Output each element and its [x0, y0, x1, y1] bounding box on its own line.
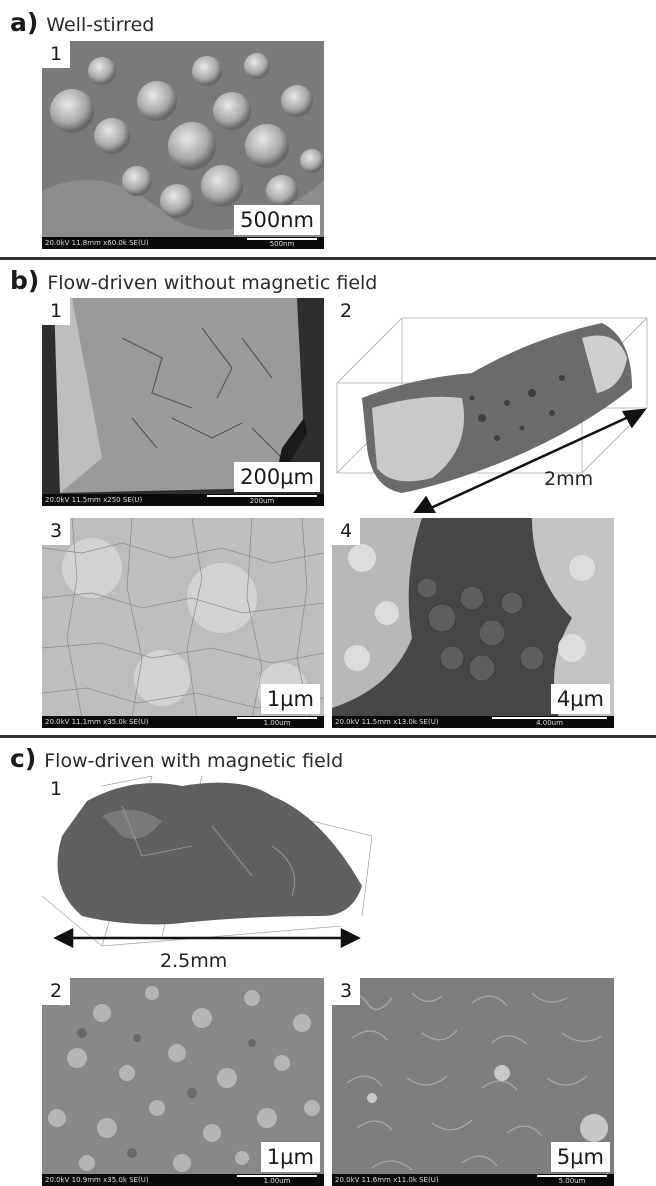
sem-metadata: 20.0kV 11.8mm x60.0k SE(U) [45, 239, 149, 247]
section-title: Flow-driven without magnetic field [47, 272, 378, 294]
section-title: Well-stirred [46, 14, 155, 36]
panel-number: 3 [332, 978, 361, 1005]
measurement-label: 2mm [544, 468, 594, 490]
panel-number: 3 [42, 518, 71, 545]
sem-info-bar: 20.0kV 11.5mm x13.0k SE(U) 4.00um [332, 716, 614, 728]
scale-bar-unit: 5.00um [558, 1177, 586, 1185]
section-c-header: c) Flow-driven with magnetic field [10, 744, 343, 773]
sem-metadata: 20.0kV 11.5mm x250 SE(U) [45, 496, 143, 504]
section-letter: a) [10, 8, 39, 37]
sem-image-c3: 3 5µm 20.0kV 11.6mm x11.0k SE(U) 5.00um [332, 978, 614, 1186]
sem-image-b4: 4 4µm 20.0kV 11.5mm x13.0k SE(U) 4.00um [332, 518, 614, 728]
sem-image-a1: 1 500nm 20.0kV 11.8mm x60.0k SE(U) 500nm [42, 41, 324, 249]
sem-image-b1: 1 200µm 20.0kV 11.5mm x250 SE(U) 200um [42, 298, 324, 506]
sem-info-bar: 20.0kV 11.1mm x35.0k SE(U) 1.00um [42, 716, 324, 728]
sem-metadata: 20.0kV 11.6mm x11.0k SE(U) [335, 1176, 439, 1184]
sem-texture [42, 41, 324, 249]
scale-bar-unit: 200um [249, 497, 275, 505]
sem-metadata: 20.0kV 10.9mm x35.0k SE(U) [45, 1176, 149, 1184]
panel-number: 2 [340, 300, 353, 322]
sem-info-bar: 20.0kV 11.5mm x250 SE(U) 200um [42, 494, 324, 506]
scale-label: 5µm [550, 1142, 610, 1172]
section-title: Flow-driven with magnetic field [44, 750, 344, 772]
sem-info-bar: 20.0kV 11.6mm x11.0k SE(U) 5.00um [332, 1174, 614, 1186]
scale-label: 4µm [550, 684, 610, 714]
scale-label: 200µm [234, 462, 320, 492]
scale-bar: 4.00um [492, 716, 607, 727]
sem-image-c2: 2 1µm 20.0kV 10.9mm x35.0k SE(U) 1.00um [42, 978, 324, 1186]
panel-number: 1 [42, 41, 71, 68]
sem-texture [332, 978, 614, 1186]
section-divider [0, 735, 656, 738]
scale-label: 1µm [260, 1142, 320, 1172]
scale-label: 1µm [260, 684, 320, 714]
sem-metadata: 20.0kV 11.1mm x35.0k SE(U) [45, 718, 149, 726]
section-letter: b) [10, 266, 40, 295]
scale-bar: 1.00um [237, 716, 317, 727]
measurement-label: 2.5mm [160, 950, 228, 972]
ct-render-c1: 1 2.5mm [41, 775, 373, 976]
panel-number: 1 [42, 298, 71, 325]
scale-bar: 500nm [247, 237, 317, 248]
scale-bar: 200um [207, 494, 317, 505]
sem-info-bar: 20.0kV 10.9mm x35.0k SE(U) 1.00um [42, 1174, 324, 1186]
section-divider [0, 257, 656, 260]
section-b-header: b) Flow-driven without magnetic field [10, 266, 377, 295]
panel-number: 4 [332, 518, 361, 545]
scale-bar-unit: 1.00um [263, 1177, 291, 1185]
scale-bar-unit: 4.00um [536, 719, 563, 727]
sem-info-bar: 20.0kV 11.8mm x60.0k SE(U) 500nm [42, 237, 324, 249]
ct-render-b2: 2 2mm [332, 298, 652, 516]
panel-number: 2 [42, 978, 71, 1005]
scale-bar-unit: 1.00um [263, 719, 291, 727]
sem-texture [332, 518, 614, 728]
sem-metadata: 20.0kV 11.5mm x13.0k SE(U) [335, 718, 439, 726]
sem-texture [42, 978, 324, 1186]
section-a-header: a) Well-stirred [10, 8, 154, 37]
scale-bar: 1.00um [237, 1174, 317, 1185]
section-letter: c) [10, 744, 37, 773]
sem-image-b3: 3 1µm 20.0kV 11.1mm x35.0k SE(U) 1.00um [42, 518, 324, 728]
ct-volume-render [336, 317, 648, 516]
scale-bar-unit: 500nm [269, 240, 295, 248]
scale-label: 500nm [234, 205, 320, 235]
panel-number: 1 [50, 778, 63, 800]
scale-bar: 5.00um [537, 1174, 607, 1185]
sem-texture [42, 298, 324, 506]
ct-volume-render [41, 775, 373, 949]
